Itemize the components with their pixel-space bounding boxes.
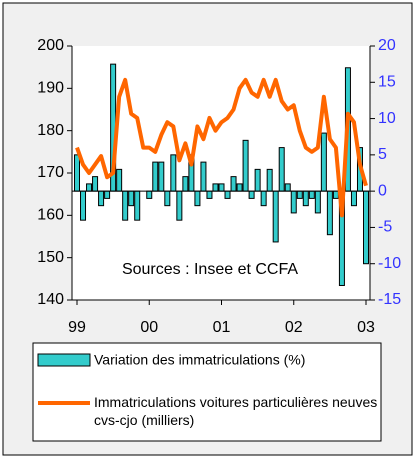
x-tick-label: 99 xyxy=(68,319,86,336)
bar xyxy=(224,190,231,199)
bar xyxy=(332,190,339,199)
bar xyxy=(200,161,207,192)
y-tick-label: 170 xyxy=(37,164,64,181)
x-tick-label: 03 xyxy=(357,319,375,336)
bar xyxy=(146,190,153,199)
bar xyxy=(80,190,87,221)
bar xyxy=(314,190,321,214)
bar xyxy=(122,190,129,221)
bar xyxy=(302,190,309,207)
bar xyxy=(206,190,213,199)
y-tick-label: 140 xyxy=(37,291,64,308)
bar xyxy=(218,183,225,192)
bar xyxy=(158,161,165,192)
bar xyxy=(170,154,177,192)
bar xyxy=(164,190,171,207)
y-tick-label: 150 xyxy=(37,249,64,266)
legend-label: Variation des immatriculations (%) xyxy=(94,352,305,368)
bar xyxy=(128,190,135,207)
bar xyxy=(212,183,219,192)
bar xyxy=(320,132,327,192)
legend-label: Immatriculations voitures particulières … xyxy=(94,394,377,428)
bar xyxy=(230,176,237,192)
x-tick-label: 00 xyxy=(140,319,158,336)
bar xyxy=(266,168,273,192)
bar xyxy=(176,190,183,221)
annotation: Sources : Insee et CCFA xyxy=(122,261,298,278)
bar xyxy=(74,154,80,192)
y2-tick-label: -5 xyxy=(378,219,392,236)
bar xyxy=(296,190,303,199)
y-tick-label: 160 xyxy=(37,207,64,224)
y-tick-label: 190 xyxy=(37,80,64,97)
bar xyxy=(92,176,99,192)
bar xyxy=(290,190,297,214)
bar xyxy=(98,190,105,207)
bar xyxy=(260,190,267,207)
bar xyxy=(272,190,279,243)
y-tick-label: 200 xyxy=(37,37,64,54)
y2-tick-label: -10 xyxy=(378,255,401,272)
legend-swatch xyxy=(37,353,91,367)
legend xyxy=(32,342,382,442)
bar xyxy=(116,168,123,192)
y2-tick-label: 15 xyxy=(378,74,396,91)
bar xyxy=(350,190,357,207)
bar xyxy=(134,190,141,221)
bar xyxy=(363,190,369,265)
y2-tick-label: 5 xyxy=(378,146,387,163)
y2-tick-label: 20 xyxy=(378,37,396,54)
y-tick-label: 180 xyxy=(37,122,64,139)
bar xyxy=(194,190,201,207)
bar xyxy=(308,190,315,199)
bar xyxy=(152,161,159,192)
y2-tick-label: -15 xyxy=(378,291,401,308)
bar xyxy=(236,183,243,192)
bar xyxy=(182,176,189,192)
bar xyxy=(254,168,261,192)
bar xyxy=(278,147,285,192)
x-tick-label: 01 xyxy=(213,319,231,336)
bar xyxy=(104,190,111,199)
x-tick-label: 02 xyxy=(285,319,303,336)
bar xyxy=(242,139,249,192)
y2-tick-label: 10 xyxy=(378,110,396,127)
bar xyxy=(284,183,291,192)
bar xyxy=(248,190,255,199)
y2-tick-label: 0 xyxy=(378,182,387,199)
line xyxy=(75,77,368,218)
bar xyxy=(86,183,93,192)
bar xyxy=(326,190,333,236)
